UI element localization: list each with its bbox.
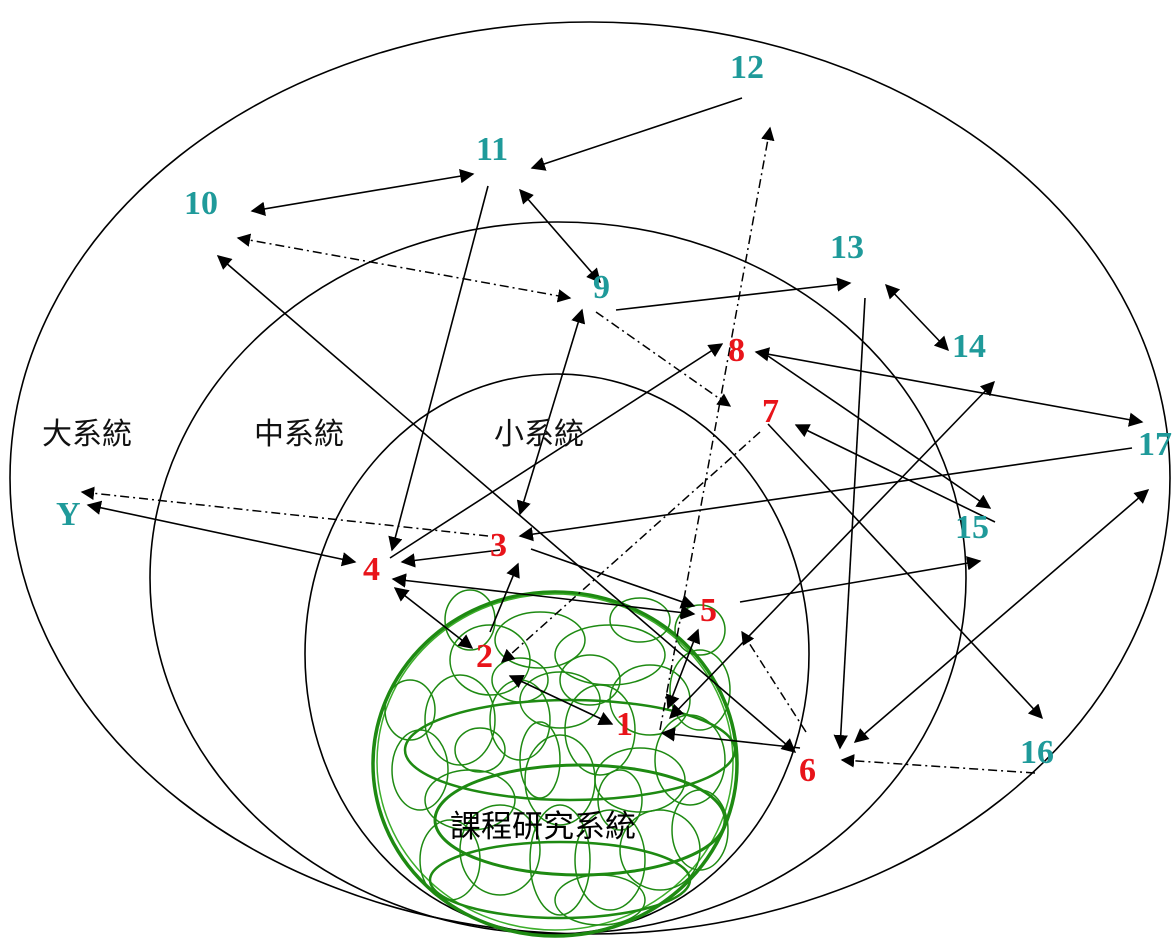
node-8: 8 <box>728 332 745 369</box>
core-ring-cluster <box>371 589 739 938</box>
large-system-boundary <box>9 21 1171 935</box>
small-system-boundary <box>304 373 810 935</box>
core-system-label: 課程研究系統 <box>450 809 636 845</box>
node-14: 14 <box>952 328 986 365</box>
node-6: 6 <box>799 752 816 789</box>
large-system-label: 大系統 <box>42 417 132 452</box>
dashed-connections <box>80 126 1036 774</box>
node-2: 2 <box>476 638 493 675</box>
node-15: 15 <box>955 509 989 546</box>
node-13: 13 <box>830 229 864 266</box>
medium-system-label: 中系統 <box>254 417 344 452</box>
node-1: 1 <box>616 706 633 743</box>
node-5: 5 <box>700 592 717 629</box>
solid-connections <box>86 97 1150 753</box>
small-system-label: 小系統 <box>494 417 584 452</box>
node-16: 16 <box>1020 734 1054 771</box>
node-3: 3 <box>490 527 507 564</box>
node-y: Y <box>56 496 81 533</box>
node-11: 11 <box>476 131 508 168</box>
node-9: 9 <box>593 269 610 306</box>
node-12: 12 <box>730 49 764 86</box>
node-7: 7 <box>762 393 779 430</box>
node-10: 10 <box>184 185 218 222</box>
node-17: 17 <box>1138 426 1172 463</box>
node-4: 4 <box>363 551 380 588</box>
